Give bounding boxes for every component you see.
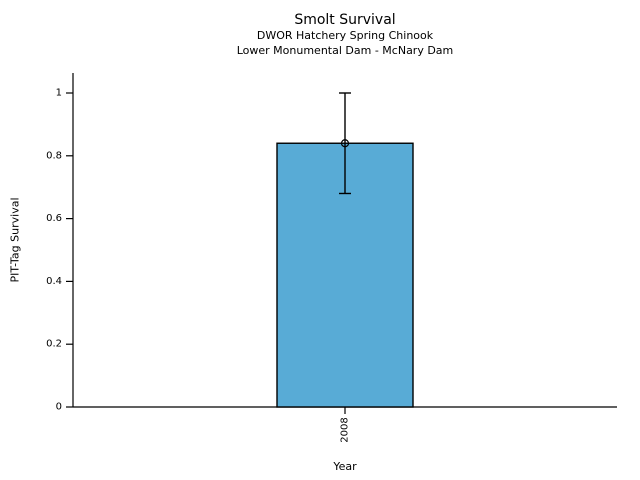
y-tick-label: 0.8 <box>46 150 62 161</box>
chart-subtitle-stock: DWOR Hatchery Spring Chinook <box>256 29 434 42</box>
error-bars <box>339 92 351 195</box>
y-tick-labels: 0 0.2 0.4 0.6 0.8 1 <box>46 88 62 413</box>
y-axis-label: PIT-Tag Survival <box>8 197 22 283</box>
chart-subtitle-reach: Lower Monumental Dam - McNary Dam <box>236 43 454 57</box>
x-tick-label-2008: 2008 <box>339 417 351 443</box>
chart-title: Smolt Survival <box>294 12 396 28</box>
x-axis-label: Year <box>333 460 357 473</box>
y-tick-label: 0.4 <box>46 276 62 287</box>
chart-title-block: Smolt Survival DWOR Hatchery Spring Chin… <box>73 12 617 58</box>
y-tick-label: 0.6 <box>46 213 62 224</box>
y-tick-label: 0 <box>56 402 62 413</box>
data-point-marker <box>340 139 350 148</box>
y-tick-label: 0.2 <box>46 339 62 350</box>
y-tick-label: 1 <box>56 88 62 99</box>
